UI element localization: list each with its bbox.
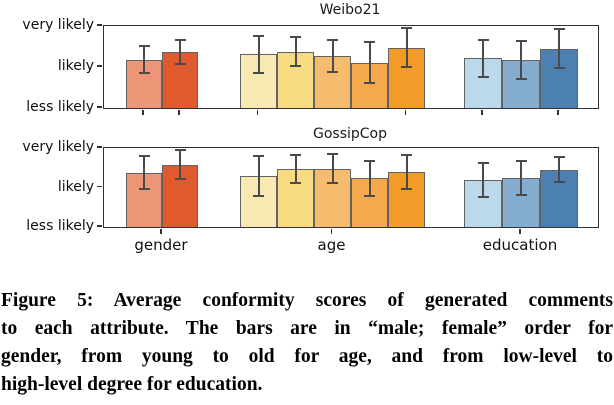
error-bar-age-4 xyxy=(368,41,371,83)
y-axis-tick xyxy=(96,225,102,227)
x-axis-tick xyxy=(160,228,162,234)
y-tick-label: very likely xyxy=(22,139,94,155)
error-bar-cap-top xyxy=(401,27,412,30)
error-bar-cap-bottom xyxy=(138,72,150,75)
error-bar-cap-top xyxy=(364,160,375,163)
chart-gossipcop: GossipCop very likely likely less likely ge… xyxy=(0,122,614,285)
error-bar-cap-top xyxy=(138,45,150,48)
caption-line: gender, from young to old for age, and f… xyxy=(1,346,613,367)
caption-line: to each attribute. The bars are in “male… xyxy=(1,318,613,339)
error-bar-age-2 xyxy=(294,154,297,184)
error-bar-cap-bottom xyxy=(327,182,338,185)
error-bar-education-3 xyxy=(558,29,560,68)
error-bar-cap-top xyxy=(253,154,264,157)
plot-area xyxy=(103,25,599,109)
error-bar-cap-top xyxy=(515,159,527,162)
error-bar-cap-top xyxy=(553,28,565,31)
error-bar-education-3 xyxy=(558,157,560,182)
y-axis-tick xyxy=(96,146,102,148)
x-category-label-age: age xyxy=(317,236,346,254)
error-bar-cap-top xyxy=(515,40,527,43)
error-bar-cap-top xyxy=(477,161,489,164)
error-bar-cap-top xyxy=(290,153,301,156)
error-bar-cap-top xyxy=(477,38,489,41)
x-axis-tick xyxy=(178,109,180,115)
error-bar-cap-bottom xyxy=(553,66,565,69)
chart-title: Weibo21 xyxy=(319,2,381,18)
error-bar-cap-bottom xyxy=(174,62,186,65)
error-bar-age-4 xyxy=(368,161,371,196)
x-category-label-education: education xyxy=(482,236,558,254)
y-axis-tick xyxy=(96,24,102,26)
error-bar-gender-2 xyxy=(179,150,181,179)
y-tick-label: likely xyxy=(57,58,94,74)
error-bar-cap-bottom xyxy=(290,182,301,185)
bar-age-2 xyxy=(277,168,314,227)
error-bar-education-2 xyxy=(520,160,522,195)
error-bar-cap-bottom xyxy=(477,75,489,78)
caption-line: Figure 5: Average conformity scores of g… xyxy=(1,290,613,311)
error-bar-age-2 xyxy=(294,37,297,67)
error-bar-age-5 xyxy=(405,154,408,190)
error-bar-cap-bottom xyxy=(138,188,150,191)
error-bar-cap-top xyxy=(364,40,375,43)
error-bar-cap-bottom xyxy=(253,195,264,198)
error-bar-cap-bottom xyxy=(515,77,527,80)
y-tick-label: likely xyxy=(57,178,94,195)
error-bar-cap-bottom xyxy=(364,81,375,84)
x-axis-tick xyxy=(481,109,483,115)
error-bar-cap-top xyxy=(553,156,565,159)
error-bar-cap-bottom xyxy=(327,70,338,73)
error-bar-cap-bottom xyxy=(515,193,527,196)
y-tick-label: less likely xyxy=(26,218,94,234)
error-bar-education-1 xyxy=(482,162,484,198)
x-axis-tick xyxy=(519,228,521,234)
error-bar-cap-top xyxy=(174,38,186,41)
x-axis-tick xyxy=(404,109,407,115)
error-bar-age-1 xyxy=(257,155,260,197)
x-axis-tick xyxy=(330,228,333,234)
error-bar-cap-bottom xyxy=(553,180,565,183)
error-bar-cap-top xyxy=(327,38,338,41)
error-bar-age-1 xyxy=(257,35,260,73)
error-bar-age-3 xyxy=(331,153,334,184)
error-bar-education-2 xyxy=(520,41,522,79)
plot-area xyxy=(103,147,599,228)
error-bar-gender-1 xyxy=(143,155,145,190)
error-bar-cap-top xyxy=(174,149,186,152)
error-bar-age-5 xyxy=(405,28,408,67)
y-axis-tick xyxy=(96,65,102,67)
y-axis-tick xyxy=(96,185,102,188)
y-axis-tick xyxy=(96,106,102,108)
error-bar-cap-bottom xyxy=(364,194,375,197)
y-tick-label: very likely xyxy=(22,17,94,33)
y-tick-label: less likely xyxy=(26,99,94,115)
error-bar-cap-bottom xyxy=(401,66,412,68)
figure-caption: Figure 5: Average conformity scores of g… xyxy=(1,287,613,399)
error-bar-cap-top xyxy=(138,154,150,157)
error-bar-cap-top xyxy=(401,153,412,156)
error-bar-cap-top xyxy=(290,36,301,39)
caption-line: high-level degree for education. xyxy=(1,374,263,395)
error-bar-education-1 xyxy=(482,39,484,77)
error-bar-cap-bottom xyxy=(174,177,186,180)
chart-title: GossipCop xyxy=(312,126,387,142)
error-bar-cap-bottom xyxy=(401,188,412,191)
chart-weibo21: Weibo21 very likely likely less likely xyxy=(0,0,614,122)
x-axis-tick xyxy=(557,109,559,115)
error-bar-cap-top xyxy=(327,152,338,155)
error-bar-cap-top xyxy=(253,34,264,37)
x-category-label-gender: gender xyxy=(134,236,188,254)
error-bar-cap-bottom xyxy=(477,196,489,199)
x-axis-tick xyxy=(142,109,144,115)
error-bar-cap-bottom xyxy=(253,71,264,74)
error-bar-cap-bottom xyxy=(290,65,301,68)
x-axis-tick xyxy=(256,109,259,115)
error-bar-gender-2 xyxy=(179,39,181,64)
error-bar-age-3 xyxy=(331,39,334,72)
error-bar-gender-1 xyxy=(143,46,145,74)
